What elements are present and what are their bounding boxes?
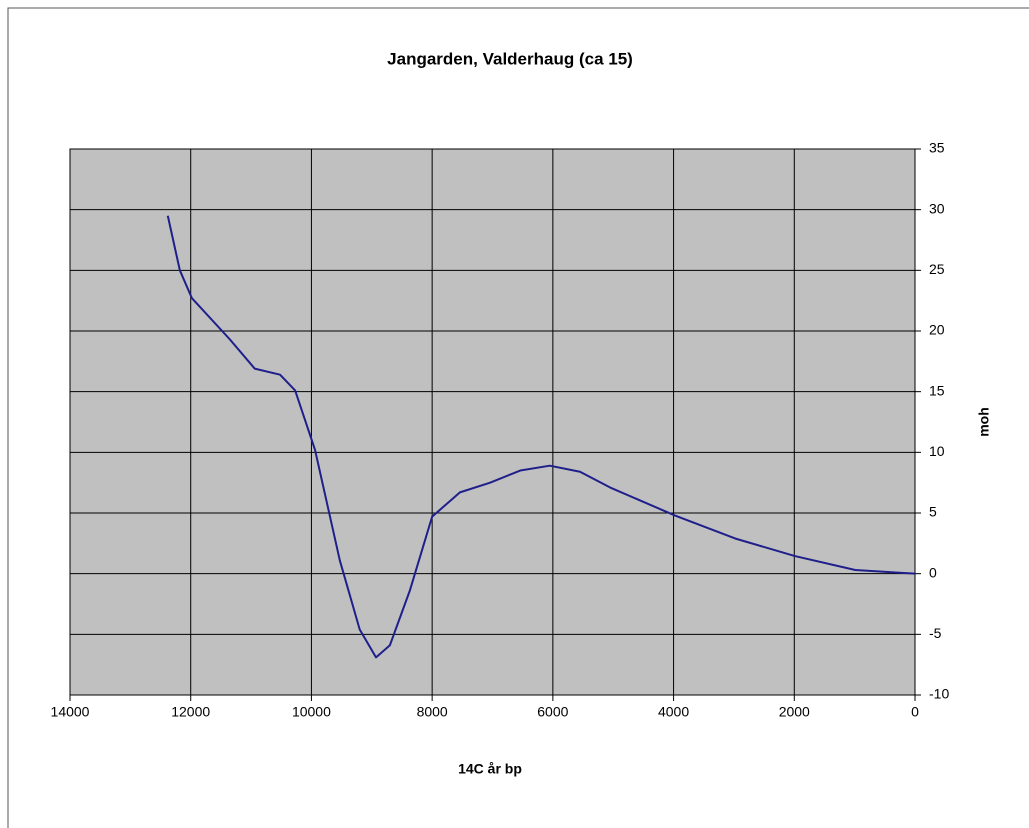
x-tick-label: 2000 [779,704,810,720]
x-tick-label: 8000 [417,704,448,720]
y-tick-label: 5 [929,504,937,520]
data-line [166,215,916,659]
y-axis-label: moh [976,407,992,437]
x-tick-label: 14000 [51,704,90,720]
y-tick-label: 10 [929,443,945,459]
plot-area [69,148,916,696]
x-tick-label: 10000 [292,704,331,720]
x-tick-label: 12000 [171,704,210,720]
y-tick-label: 35 [929,140,945,156]
y-tick-label: 0 [929,564,937,580]
x-tick-label: 4000 [658,704,689,720]
y-tick-label: 15 [929,382,945,398]
y-tick-label: -10 [929,686,949,702]
x-tick-label: 6000 [537,704,568,720]
y-tick-label: 25 [929,261,945,277]
x-tick-label: 0 [911,704,919,720]
y-tick-label: 20 [929,322,945,338]
x-axis-label: 14C år bp [458,761,522,777]
y-tick-label: 30 [929,200,945,216]
chart-title: Jangarden, Valderhaug (ca 15) [387,49,633,68]
y-tick-label: -5 [929,625,942,641]
